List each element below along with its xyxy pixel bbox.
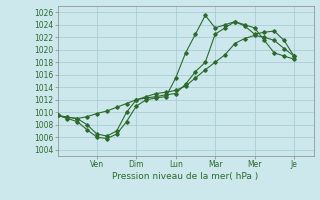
X-axis label: Pression niveau de la mer( hPa ): Pression niveau de la mer( hPa ) (112, 172, 259, 181)
